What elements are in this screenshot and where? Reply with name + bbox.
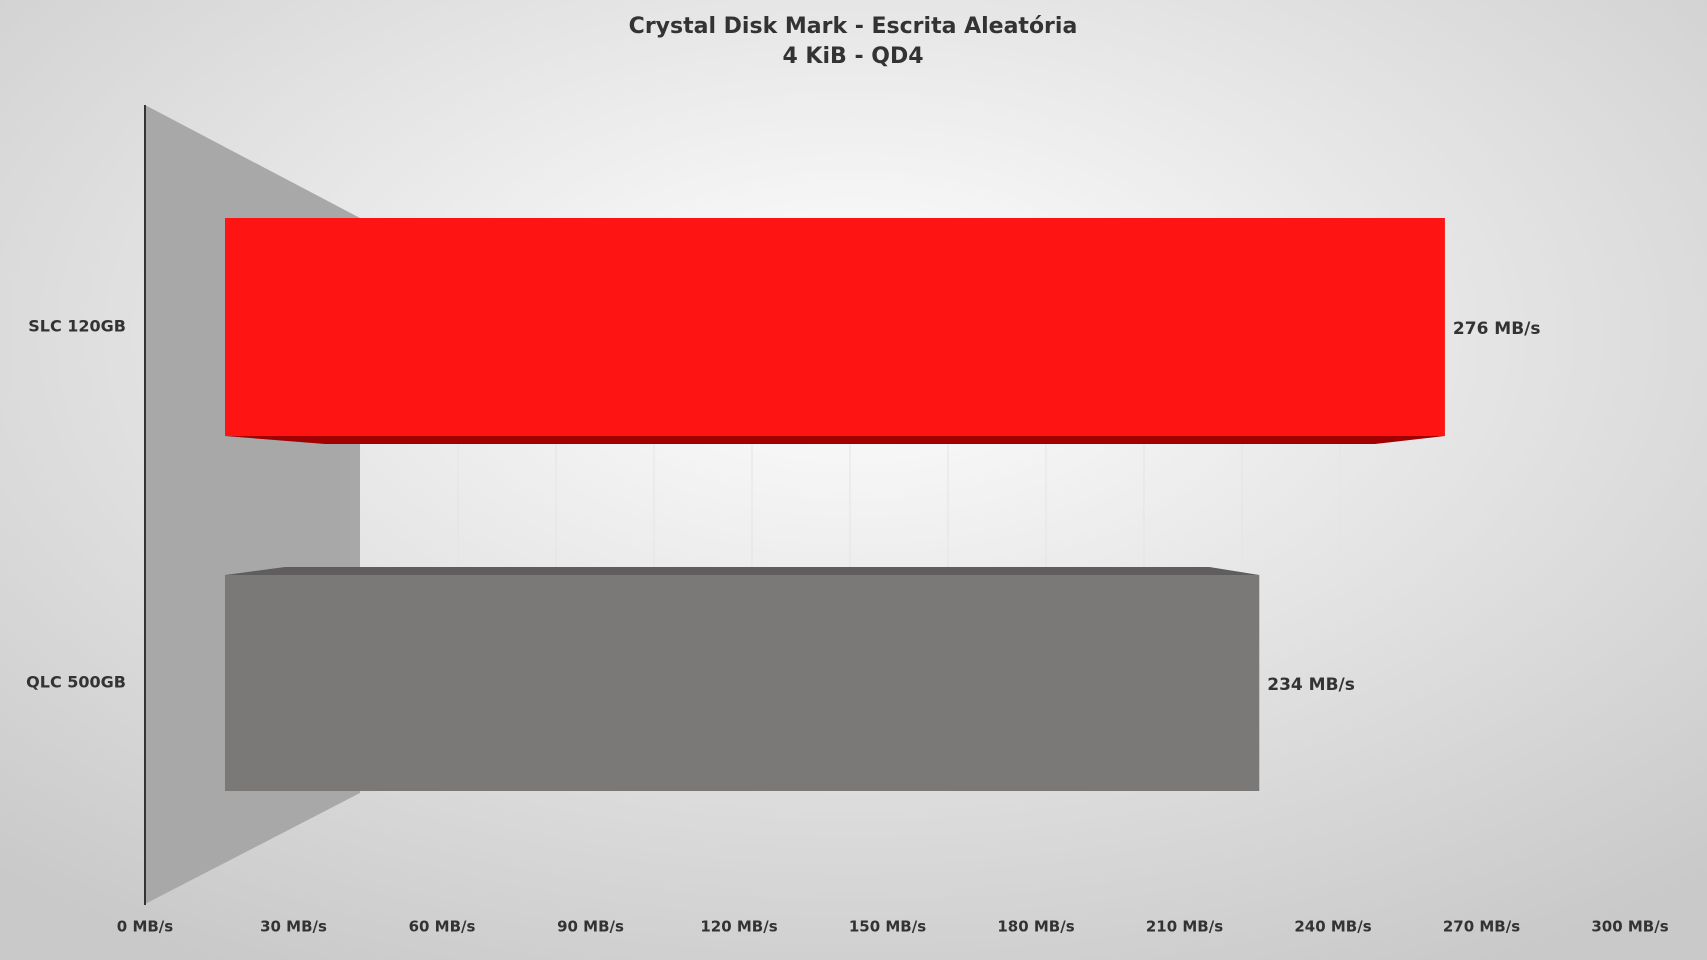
chart-subtitle: 4 KiB - QD4	[782, 44, 923, 69]
x-tick-label: 30 MB/s	[260, 918, 327, 936]
bar	[225, 575, 1260, 791]
x-tick-label: 90 MB/s	[557, 918, 624, 936]
x-tick-label: 150 MB/s	[849, 918, 926, 936]
value-label: 234 MB/s	[1267, 675, 1355, 695]
x-tick-label: 120 MB/s	[700, 918, 777, 936]
x-tick-label: 270 MB/s	[1443, 918, 1520, 936]
x-tick-label: 60 MB/s	[409, 918, 476, 936]
category-label: QLC 500GB	[26, 673, 126, 692]
value-label: 276 MB/s	[1453, 319, 1541, 339]
x-tick-label: 180 MB/s	[997, 918, 1074, 936]
x-tick-label: 210 MB/s	[1146, 918, 1223, 936]
chart-title: Crystal Disk Mark - Escrita Aleatória	[629, 14, 1078, 39]
bar	[225, 218, 1445, 436]
x-tick-label: 0 MB/s	[117, 918, 173, 936]
category-label: SLC 120GB	[28, 317, 126, 336]
bar-top-face	[225, 567, 1260, 575]
x-tick-label: 240 MB/s	[1294, 918, 1371, 936]
bar-bottom-face	[225, 436, 1445, 444]
x-tick-label: 300 MB/s	[1591, 918, 1668, 936]
